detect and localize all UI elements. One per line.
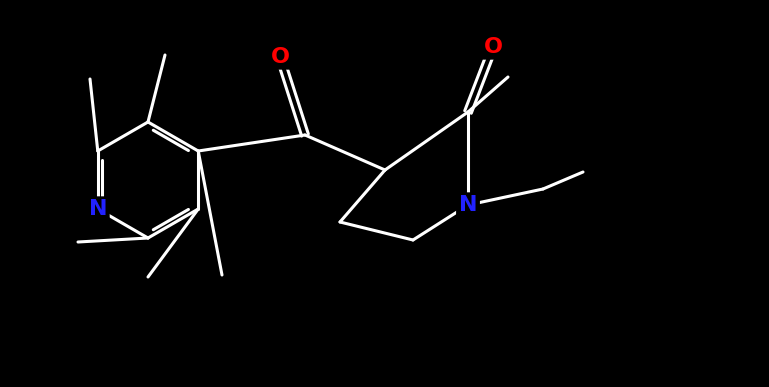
Text: O: O bbox=[484, 37, 502, 57]
Text: N: N bbox=[459, 195, 478, 215]
Text: N: N bbox=[88, 199, 107, 219]
Text: O: O bbox=[271, 47, 289, 67]
